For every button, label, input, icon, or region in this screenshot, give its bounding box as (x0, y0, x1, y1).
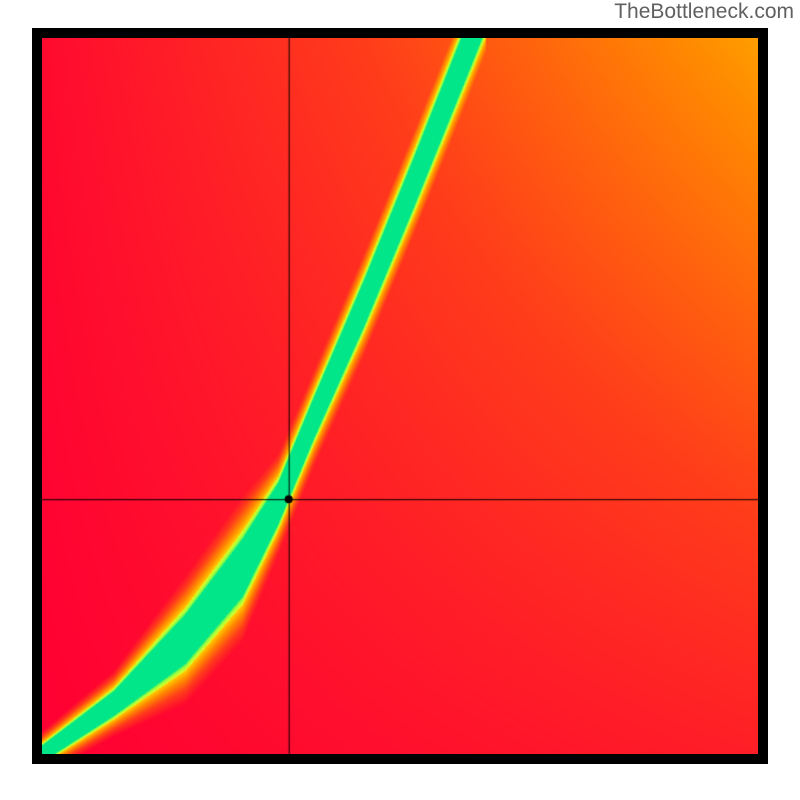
chart-frame (32, 28, 768, 764)
attribution-text: TheBottleneck.com (614, 0, 794, 24)
heatmap-canvas (42, 38, 758, 754)
